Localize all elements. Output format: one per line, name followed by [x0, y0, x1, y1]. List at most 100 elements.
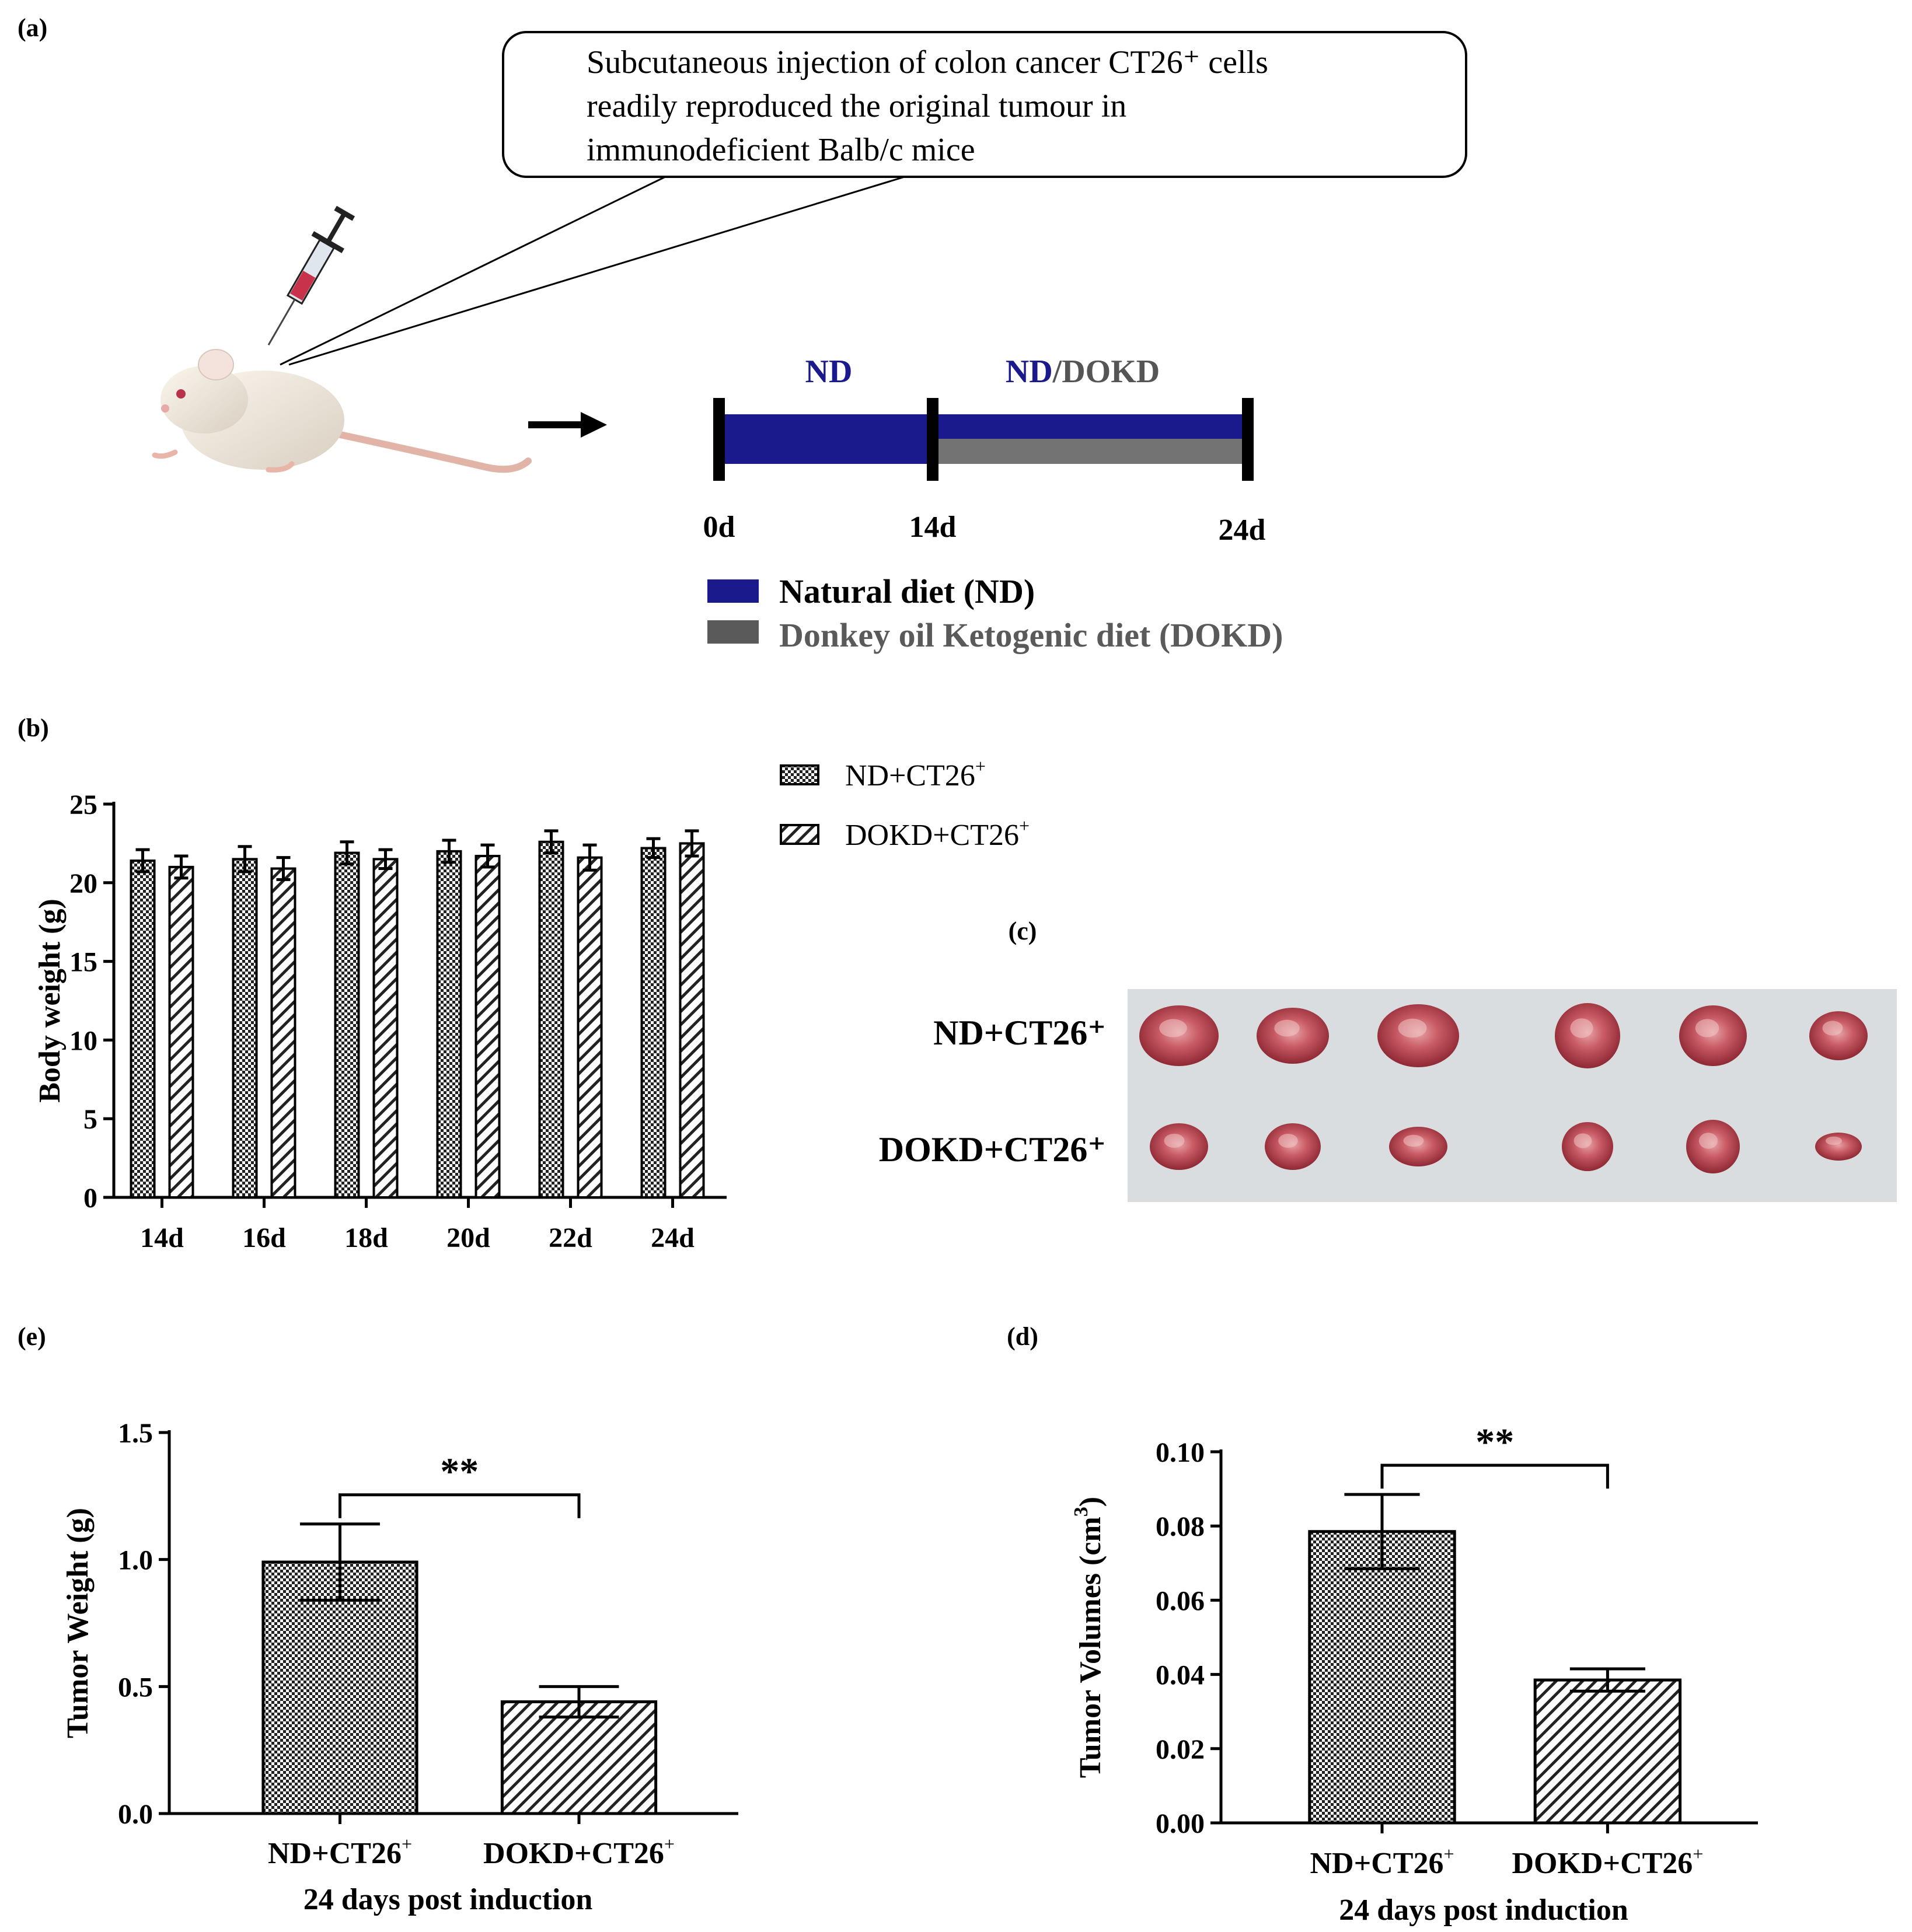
tumor-highlight: [1826, 1136, 1842, 1145]
x-tick-label: 16d: [242, 1222, 286, 1253]
y-tick-label: 25: [69, 789, 97, 820]
x-tick-label: 22d: [549, 1222, 592, 1253]
panel-c: (c) ND+CT26⁺ DOKD+CT26⁺: [879, 917, 1897, 1202]
x-tick-label: DOKD+CT26+: [1512, 1843, 1703, 1880]
tumor-highlight: [1403, 1134, 1424, 1147]
tumor-sample: [1815, 1133, 1862, 1161]
callout-pointer-2: [288, 176, 905, 366]
bar: [640, 847, 667, 1199]
legend-swatch-dokd: [707, 620, 759, 644]
y-tick-label: 20: [69, 868, 97, 899]
y-tick-label: 0.5: [118, 1672, 153, 1703]
panel-label-c: (c): [1009, 917, 1037, 945]
bar: [168, 865, 194, 1199]
y-tick-label: 10: [69, 1025, 97, 1056]
bar: [130, 860, 156, 1199]
legend-label-nd: Natural diet (ND): [779, 572, 1035, 610]
timeline-marker-24d: [1242, 398, 1254, 481]
tumor-sample: [1257, 1008, 1329, 1064]
x-axis-label: 24 days post induction: [1339, 1893, 1628, 1927]
tumor-volume-chart: 0.00 0.02 0.04 0.06 0.08 0.10 Tumor Volumes (c…: [1070, 1421, 1758, 1927]
y-tick-label: 5: [83, 1104, 97, 1135]
bar: [474, 854, 501, 1199]
tumor-highlight: [1164, 1134, 1185, 1148]
bar: [577, 856, 603, 1199]
legend-swatch-nd-ct26: [780, 764, 819, 785]
y-axis-label: Tumor Weight (g): [61, 1508, 95, 1738]
x-tick-label-base: DOKD+CT26: [1512, 1847, 1693, 1880]
x-tick-label: 20d: [446, 1222, 490, 1253]
bar: [334, 851, 360, 1199]
panel-label-e: (e): [18, 1322, 46, 1351]
y-axis-label-main: Tumor Volumes (cm: [1074, 1517, 1107, 1778]
x-tick-label: 18d: [344, 1222, 388, 1253]
timeline-nd-phase: [721, 414, 929, 464]
photo-row-label-dokd: DOKD+CT26⁺: [879, 1130, 1106, 1169]
syringe-icon: [267, 205, 355, 345]
significance-bracket: [339, 1493, 581, 1518]
tumor-highlight: [1159, 1019, 1187, 1037]
x-tick-label-sup: +: [402, 1833, 412, 1854]
phase2-label-dokd: /DOKD: [1052, 354, 1160, 390]
callout-line-2: readily reproduced the original tumour i…: [587, 88, 1126, 124]
timeline-marker-14d: [927, 398, 938, 481]
panel-a: (a) Subcutaneous injection of colon canc…: [18, 13, 1467, 654]
x-axis-label: 24 days post induction: [303, 1883, 593, 1916]
x-tick-label-sup: +: [664, 1833, 675, 1854]
tumor-highlight: [1398, 1018, 1427, 1038]
body-weight-legend: ND+CT26+ DOKD+CT26+: [780, 756, 1030, 852]
x-tick-label: ND+CT26+: [1310, 1843, 1454, 1880]
tumor-highlight: [1698, 1133, 1718, 1149]
timeline-dokd-branch: [934, 439, 1247, 464]
y-axis-label: Body weight (g): [33, 899, 67, 1103]
y-tick-label: 0.0: [118, 1799, 153, 1830]
tumor-highlight: [1278, 1134, 1298, 1148]
tumor-highlight: [1570, 1018, 1593, 1038]
panel-label-b: (b): [18, 714, 49, 742]
legend-swatch-nd: [707, 579, 759, 603]
legend-label-dokd-ct26: DOKD+CT26+: [845, 815, 1030, 852]
photo-row-label-nd: ND+CT26⁺: [933, 1014, 1106, 1052]
y-tick-label: 0.10: [1156, 1437, 1205, 1468]
y-tick-label: 0.06: [1156, 1585, 1205, 1616]
callout-line-3: immunodeficient Balb/c mice: [587, 132, 975, 168]
legend-label-dokd: Donkey oil Ketogenic diet (DOKD): [779, 616, 1283, 654]
body-weight-chart: 0 5 10 15 20 25 Body weight (g) 14d 16d 18d 20d 22d…: [33, 789, 727, 1253]
y-tick-label: 15: [69, 947, 97, 978]
y-tick-label: 1.5: [118, 1418, 153, 1449]
day-label-24d: 24d: [1219, 513, 1266, 547]
bar: [1308, 1530, 1456, 1825]
x-tick-label: 24d: [651, 1222, 695, 1253]
bar: [538, 840, 564, 1199]
phase2-label: ND/DOKD: [1006, 354, 1160, 390]
y-tick-label: 0.04: [1156, 1660, 1205, 1691]
bar: [232, 858, 258, 1199]
y-tick-label: 1.0: [118, 1545, 153, 1576]
bar: [500, 1700, 658, 1815]
tumor-photo: [1128, 989, 1897, 1202]
callout-pointer-1: [280, 176, 666, 366]
legend-swatch-dokd-ct26: [780, 824, 819, 845]
legend-label-nd-ct26: ND+CT26+: [845, 756, 986, 792]
callout-line-1: Subcutaneous injection of colon cancer C…: [587, 44, 1268, 81]
x-tick-label: 14d: [140, 1222, 184, 1253]
day-label-14d: 14d: [909, 511, 957, 544]
y-axis-label: Tumor Volumes (cm3): [1070, 1497, 1107, 1778]
panel-label-a: (a): [18, 13, 47, 42]
tumor-highlight: [1573, 1133, 1592, 1148]
phase1-label: ND: [805, 354, 853, 390]
x-tick-label-base: ND+CT26: [268, 1837, 402, 1870]
mouse-icon: [152, 349, 532, 473]
bar: [1533, 1678, 1682, 1825]
y-tick-label: 0: [83, 1183, 97, 1214]
x-tick-label-base: ND+CT26: [1310, 1847, 1443, 1880]
x-tick-label-base: DOKD+CT26: [483, 1837, 664, 1870]
timeline-marker-0d: [713, 398, 725, 481]
x-tick-label: DOKD+CT26+: [483, 1833, 675, 1870]
tumor-sample: [1809, 1011, 1868, 1060]
diet-legend: Natural diet (ND) Donkey oil Ketogenic d…: [707, 572, 1283, 654]
day-label-0d: 0d: [703, 511, 735, 544]
y-tick-label: 0.00: [1156, 1808, 1205, 1839]
